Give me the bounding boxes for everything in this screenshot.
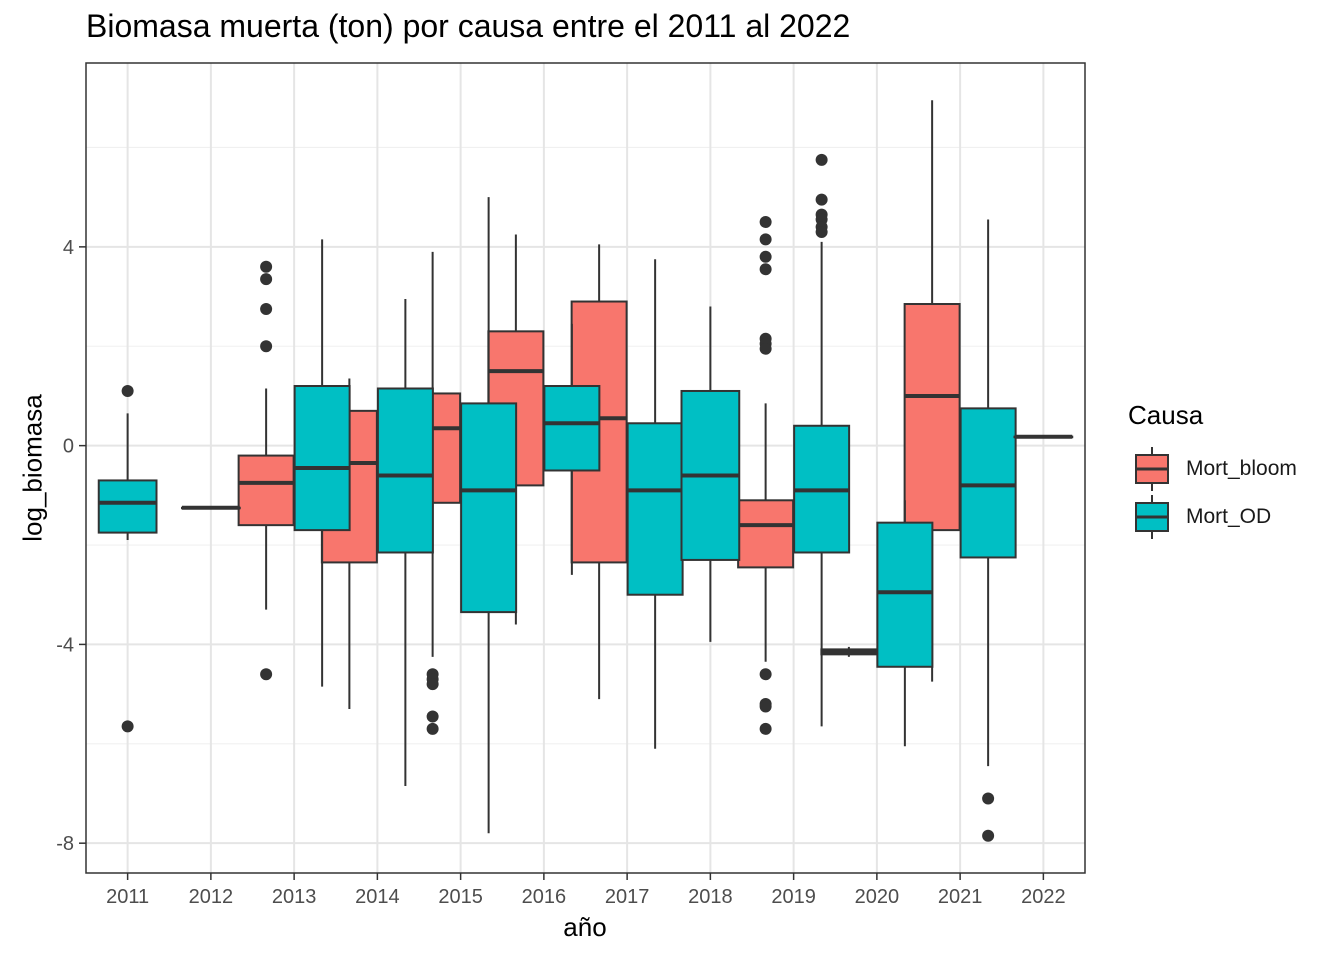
boxplot-mort-od-2012 xyxy=(181,505,241,510)
outlier-point xyxy=(759,233,772,246)
outlier-point xyxy=(260,340,273,353)
legend-key-mort-od xyxy=(1132,493,1172,541)
x-tick-label: 2017 xyxy=(605,886,650,908)
boxplot-mort-od-2016 xyxy=(543,323,601,575)
x-tick-label: 2012 xyxy=(189,886,234,908)
outlier-point xyxy=(759,342,772,355)
box-mort-od-2013 xyxy=(293,385,351,532)
legend-label-mort-od: Mort_OD xyxy=(1186,505,1272,528)
outlier-point xyxy=(982,829,995,842)
legend-item-mort-od: Mort_OD xyxy=(1128,493,1297,541)
x-tick-label: 2021 xyxy=(938,886,983,908)
outlier-point xyxy=(982,792,995,805)
boxplot-mort-od-2018 xyxy=(680,306,741,642)
x-tick-label: 2011 xyxy=(106,886,149,908)
outlier-point xyxy=(260,302,273,315)
outlier-point xyxy=(121,384,134,397)
x-tick-label: 2015 xyxy=(438,886,483,908)
y-tick-label: 0 xyxy=(63,436,74,458)
boxplot-mort-od-2022 xyxy=(1013,434,1074,439)
x-tick-label: 2020 xyxy=(855,886,900,908)
legend-item-mort-bloom: Mort_bloom xyxy=(1128,445,1297,493)
boxplot-mort-od-2020 xyxy=(876,500,934,747)
outlier-point xyxy=(815,193,828,206)
panel-border xyxy=(85,62,1086,874)
boxplot-mort-od-2017 xyxy=(626,259,684,749)
box-mort-od-2021 xyxy=(959,407,1017,559)
outlier-point xyxy=(260,260,273,273)
outlier-point xyxy=(260,668,273,681)
box-mort-od-2020 xyxy=(876,521,934,668)
boxplot-mort-od-2019 xyxy=(793,153,851,727)
boxplot-mort-bloom-2019 xyxy=(737,216,795,735)
outlier-point xyxy=(121,720,134,733)
box-mort-od-2011 xyxy=(97,479,158,534)
x-tick-label: 2013 xyxy=(272,886,317,908)
box-mort-bloom-2019 xyxy=(737,499,795,569)
box-mort-od-2017 xyxy=(626,422,684,596)
box-mort-od-2016 xyxy=(543,385,601,472)
x-tick-label: 2022 xyxy=(1021,886,1066,908)
x-tick-label: 2016 xyxy=(522,886,567,908)
outlier-point xyxy=(759,700,772,713)
boxplot-mort-od-2013 xyxy=(293,239,351,687)
outlier-point xyxy=(426,710,439,723)
outlier-point xyxy=(759,250,772,263)
outlier-point xyxy=(815,225,828,238)
boxplot-mort-od-2021 xyxy=(959,219,1017,842)
boxplot-mort-bloom-2013 xyxy=(237,260,295,681)
outlier-point xyxy=(759,722,772,735)
chart-title: Biomasa muerta (ton) por causa entre el … xyxy=(86,8,851,44)
y-tick-label: 4 xyxy=(63,237,74,259)
y-tick-label: -8 xyxy=(56,833,74,855)
outlier-point xyxy=(759,668,772,681)
box-mort-od-2014 xyxy=(376,387,434,554)
outlier-point xyxy=(815,153,828,166)
boxplot-mort-bloom-2020 xyxy=(820,646,878,657)
legend: Causa Mort_bloom Mort_OD xyxy=(1128,400,1297,541)
legend-title: Causa xyxy=(1128,400,1204,430)
x-tick-label: 2019 xyxy=(771,886,816,908)
outlier-point xyxy=(260,273,273,286)
boxplot-mort-od-2015 xyxy=(460,197,518,834)
x-axis-label: año xyxy=(563,912,607,942)
boxplot-mort-od-2014 xyxy=(376,299,434,787)
boxplot-mort-od-2011 xyxy=(97,384,158,733)
y-axis-label: log_biomasa xyxy=(17,394,48,542)
outlier-point xyxy=(759,263,772,276)
legend-label-mort-bloom: Mort_bloom xyxy=(1186,457,1297,480)
box-mort-bloom-2021 xyxy=(903,303,961,532)
box-mort-od-2015 xyxy=(460,402,518,614)
x-tick-label: 2014 xyxy=(355,886,400,908)
outlier-point xyxy=(426,722,439,735)
outlier-point xyxy=(426,678,439,691)
outlier-point xyxy=(759,216,772,229)
legend-key-mort-bloom xyxy=(1132,445,1172,493)
y-tick-label: -4 xyxy=(56,634,74,656)
x-tick-label: 2018 xyxy=(688,886,733,908)
box-mort-bloom-2013 xyxy=(237,454,295,527)
